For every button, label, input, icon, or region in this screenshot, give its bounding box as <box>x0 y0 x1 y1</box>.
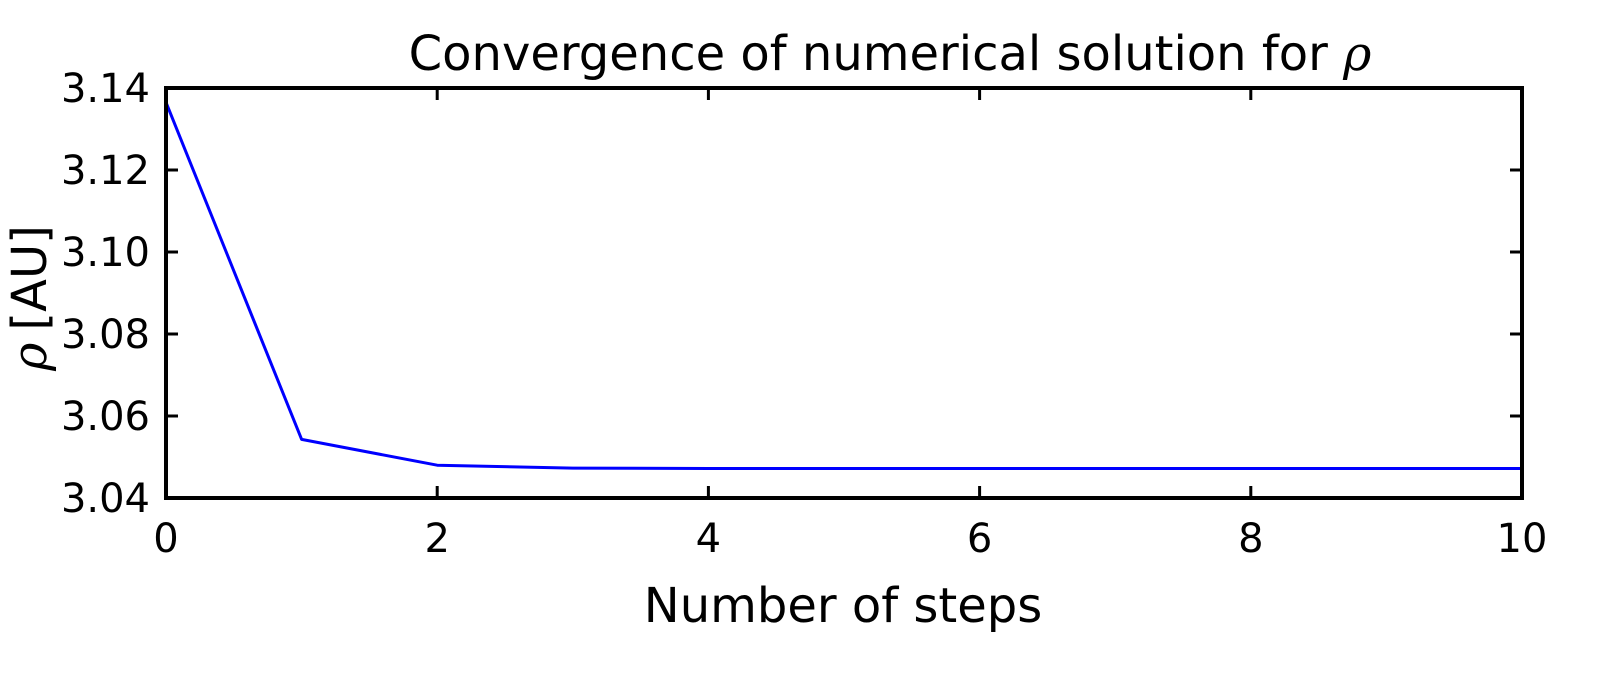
x-tick-label: 8 <box>1238 516 1263 562</box>
x-tick-label: 6 <box>967 516 992 562</box>
y-tick-label: 3.14 <box>61 66 150 112</box>
x-axis-label: Number of steps <box>644 578 1042 634</box>
chart-title: Convergence of numerical solution for ρ <box>409 26 1372 82</box>
y-tick-label: 3.10 <box>61 230 150 276</box>
y-tick-labels: 3.04 3.06 3.08 3.10 3.12 3.14 <box>61 66 150 522</box>
chart-title-text: Convergence of numerical solution for <box>409 26 1343 82</box>
y-tick-label: 3.08 <box>61 312 150 358</box>
series-line-0 <box>164 100 1524 470</box>
y-tick-label: 3.06 <box>61 394 150 440</box>
y-tick-label: 3.12 <box>61 148 150 194</box>
y-axis-label-unit: [AU] <box>2 225 58 330</box>
plot-frame <box>164 86 1524 500</box>
y-axis-label-symbol: ρ <box>2 343 58 372</box>
x-tick-labels: 0 2 4 6 8 10 <box>153 516 1547 562</box>
y-axis-label: ρ [AU] <box>2 225 58 372</box>
plot-area <box>164 86 1524 500</box>
x-tick-label: 10 <box>1497 516 1548 562</box>
series-group <box>164 100 1524 470</box>
x-tick-label: 2 <box>424 516 449 562</box>
y-tick-label: 3.04 <box>61 476 150 522</box>
x-tick-label: 0 <box>153 516 178 562</box>
chart-title-symbol: ρ <box>1342 26 1371 82</box>
x-tick-label: 4 <box>696 516 721 562</box>
